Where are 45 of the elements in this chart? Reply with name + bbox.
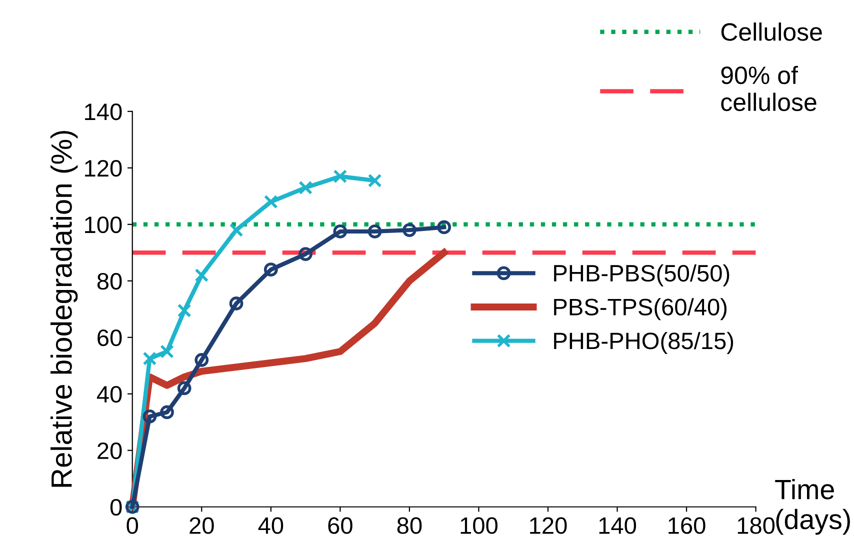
- legend-label: Cellulose: [721, 22, 822, 41]
- point: [368, 224, 382, 238]
- point: [142, 352, 157, 366]
- y-axis-title: Relative biodegradation (%): [50, 130, 78, 487]
- point: [437, 220, 452, 234]
- point: [177, 304, 192, 318]
- y-tick-label: 100: [85, 216, 122, 234]
- point: [177, 381, 192, 396]
- point: [298, 247, 312, 261]
- point: [298, 180, 312, 195]
- y-tick-label: 40: [96, 386, 122, 403]
- y-tick-label: 140: [85, 103, 122, 120]
- legend-label: PBS-TPS(60/40): [554, 298, 727, 320]
- y-tick-label: 20: [98, 442, 122, 460]
- x-tick-label: 120: [530, 517, 567, 534]
- x-tick-label: 0: [126, 517, 138, 534]
- point: [229, 223, 244, 237]
- x-tick-label: 140: [599, 517, 636, 534]
- x-tick-label: 180: [738, 517, 775, 534]
- point: [160, 344, 174, 358]
- legend-label: PHB-PHO(85/15): [554, 332, 734, 354]
- y-tick-label: 60: [98, 329, 122, 346]
- x-tick-label: 80: [397, 517, 422, 534]
- point: [142, 410, 157, 424]
- point: [160, 405, 174, 420]
- point: [194, 353, 209, 367]
- point: [368, 174, 382, 188]
- x-tick-label: 20: [190, 517, 214, 534]
- x-axis-title: Time (days): [775, 478, 850, 535]
- legend-label: PHB-PBS(50/50): [554, 264, 730, 286]
- x-tick-label: 40: [258, 517, 284, 534]
- x-tick-label: 60: [328, 517, 352, 534]
- y-tick-label: 80: [97, 272, 122, 290]
- point: [402, 223, 416, 237]
- x-tick-label: 100: [460, 517, 498, 534]
- legend-label: 90% of cellulose: [721, 66, 816, 112]
- point: [229, 296, 244, 310]
- y-tick-label: 120: [85, 160, 122, 177]
- point: [333, 169, 348, 184]
- point: [264, 194, 278, 209]
- y-tick-label: 0: [110, 498, 122, 516]
- x-tick-label: 160: [668, 517, 706, 534]
- point: [194, 268, 209, 282]
- point: [333, 224, 348, 238]
- point: [264, 262, 278, 277]
